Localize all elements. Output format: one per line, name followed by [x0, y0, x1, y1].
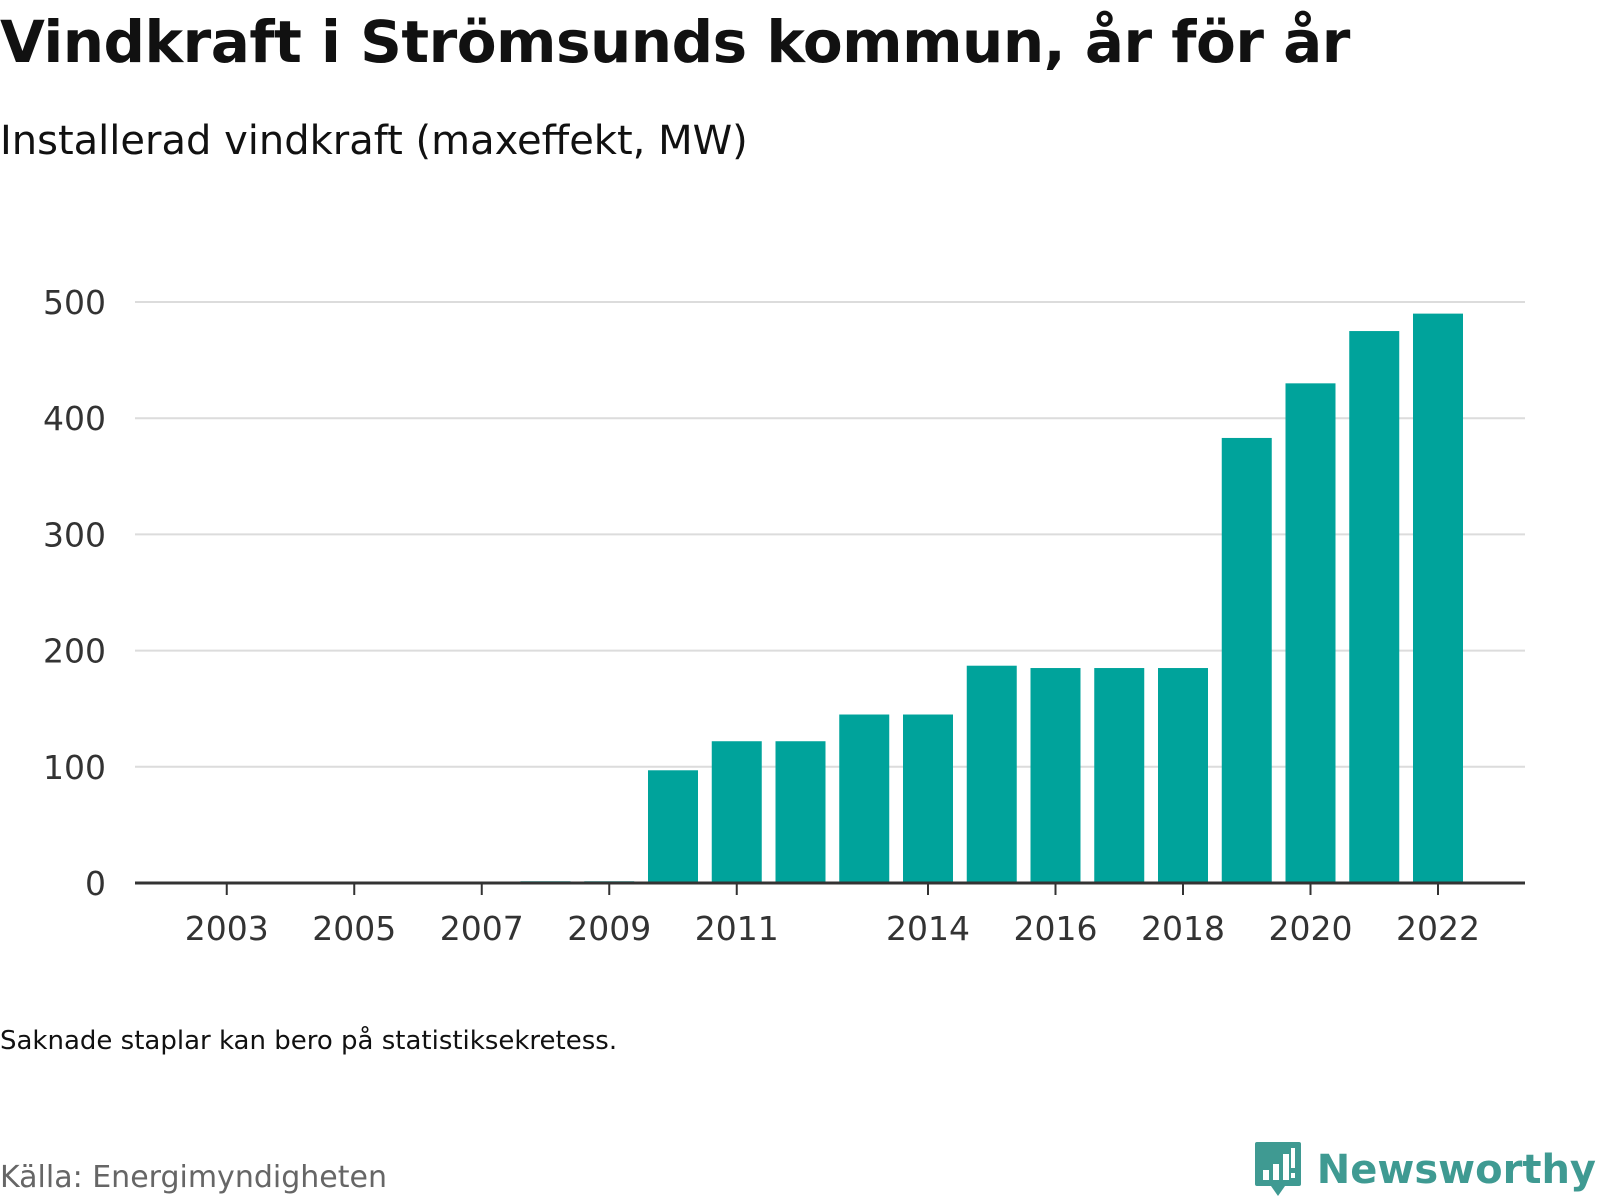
y-tick-label-100: 100 — [43, 748, 106, 787]
y-tick-labels: 0 100 200 300 400 500 — [43, 283, 106, 903]
bar-2021 — [1349, 331, 1400, 883]
y-tick-label-300: 300 — [43, 515, 106, 554]
x-tick-label-2005: 2005 — [312, 909, 396, 948]
bar-2014 — [903, 714, 953, 883]
y-tick-label-0: 0 — [85, 864, 106, 903]
bar-2013 — [839, 714, 890, 883]
brand-logo[interactable]: Newsworthy — [1253, 1140, 1596, 1200]
bar-2016 — [1030, 668, 1081, 883]
brand-name: Newsworthy — [1316, 1147, 1596, 1193]
x-tick-label-2022: 2022 — [1396, 909, 1480, 948]
x-axis — [135, 881, 1525, 895]
bar-2015 — [966, 665, 1017, 883]
newsworthy-logo-icon — [1254, 1142, 1301, 1196]
x-tick-label-2020: 2020 — [1269, 909, 1353, 948]
chart-subtitle: Installerad vindkraft (maxeffekt, MW) — [0, 118, 748, 164]
bar-2018 — [1158, 668, 1208, 883]
x-tick-label-2016: 2016 — [1014, 909, 1098, 948]
x-tick-label-2018: 2018 — [1141, 909, 1225, 948]
bar-2012 — [775, 741, 826, 883]
x-tick-label-2014: 2014 — [886, 909, 970, 948]
chart-title: Vindkraft i Strömsunds kommun, år för år — [0, 8, 1350, 76]
bar-2022 — [1413, 313, 1463, 883]
x-tick-label-2009: 2009 — [567, 909, 651, 948]
bar-2020 — [1285, 383, 1336, 883]
bar-2011 — [711, 741, 762, 883]
y-tick-label-500: 500 — [43, 283, 106, 322]
source-label: Källa: Energimyndigheten — [0, 1160, 387, 1195]
x-tick-labels: 2003 2005 2007 2009 2011 2014 2016 2018 2020 2022 — [185, 909, 1480, 948]
bar-chart: 0 100 200 300 400 500 2003 2005 2007 2009 2011 201… — [43, 283, 1525, 948]
y-tick-label-400: 400 — [43, 399, 106, 438]
bars — [520, 313, 1463, 883]
x-tick-label-2003: 2003 — [185, 909, 269, 948]
x-tick-label-2007: 2007 — [440, 909, 524, 948]
footnote: Saknade staplar kan bero på statistiksek… — [0, 1026, 618, 1056]
y-tick-label-200: 200 — [43, 632, 106, 671]
x-tick-label-2011: 2011 — [695, 909, 779, 948]
bar-2010 — [648, 770, 698, 883]
bar-2017 — [1094, 668, 1145, 883]
bar-2019 — [1221, 437, 1272, 883]
